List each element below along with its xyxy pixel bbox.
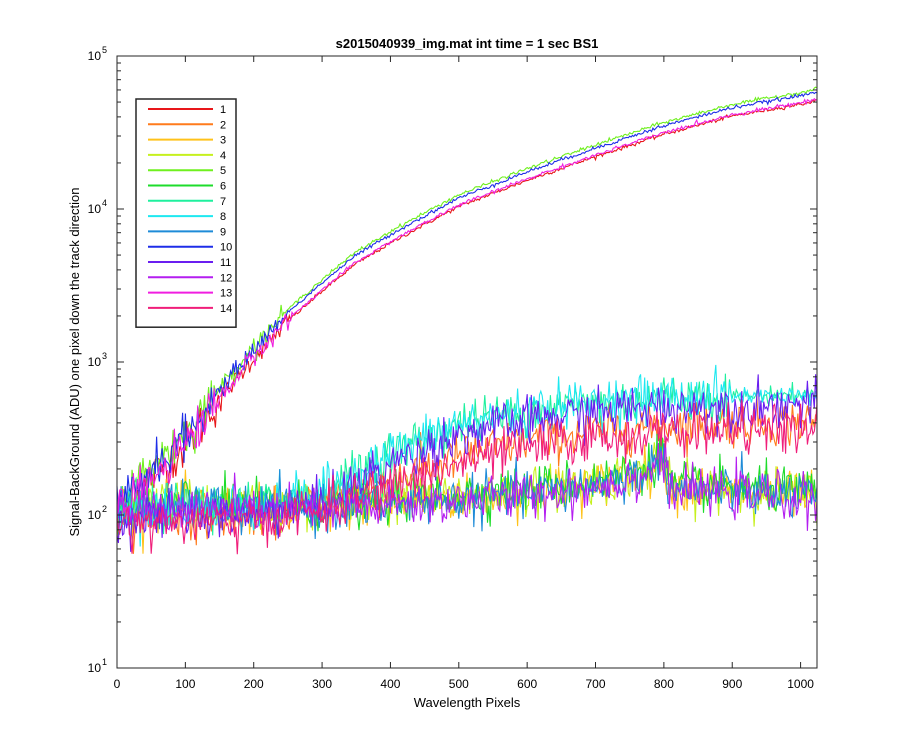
y-tick-exponent: 3 xyxy=(102,351,107,361)
y-tick-label: 10 xyxy=(88,202,102,216)
y-tick-label: 10 xyxy=(88,49,102,63)
x-tick-label: 500 xyxy=(449,677,469,691)
legend-label-13: 13 xyxy=(220,288,232,300)
legend-label-12: 12 xyxy=(220,272,232,284)
x-tick-label: 300 xyxy=(312,677,332,691)
y-tick-exponent: 2 xyxy=(102,504,107,514)
x-tick-label: 600 xyxy=(517,677,537,691)
chart-title: s2015040939_img.mat int time = 1 sec BS1 xyxy=(336,36,599,51)
x-tick-label: 400 xyxy=(380,677,400,691)
legend-label-3: 3 xyxy=(220,135,226,147)
series-layer xyxy=(116,86,818,555)
x-axis-label: Wavelength Pixels xyxy=(414,695,521,710)
series-line-13 xyxy=(116,97,818,524)
x-axis-ticks: 0 100 200 300 400 500 600 700 800 900 1000 xyxy=(114,56,814,691)
y-tick-label: 10 xyxy=(88,661,102,675)
x-tick-label: 200 xyxy=(244,677,264,691)
legend-label-8: 8 xyxy=(220,211,226,223)
series-line-10 xyxy=(116,91,818,511)
legend-label-11: 11 xyxy=(220,257,231,269)
legend-label-2: 2 xyxy=(220,119,226,131)
y-tick-exponent: 5 xyxy=(102,45,107,55)
legend-label-5: 5 xyxy=(220,165,226,177)
y-tick-exponent: 4 xyxy=(102,198,107,208)
y-tick-label: 10 xyxy=(88,508,102,522)
series-line-1 xyxy=(116,98,818,525)
x-tick-label: 0 xyxy=(114,677,121,691)
legend-label-7: 7 xyxy=(220,196,226,208)
series-line-12 xyxy=(116,435,818,534)
x-tick-label: 1000 xyxy=(787,677,814,691)
legend-label-1: 1 xyxy=(220,104,226,116)
x-tick-label: 900 xyxy=(722,677,742,691)
y-tick-exponent: 1 xyxy=(102,657,107,667)
series-line-14 xyxy=(116,400,818,555)
legend-label-4: 4 xyxy=(220,150,226,162)
series-line-3 xyxy=(116,426,818,554)
y-axis-label: Signal-BackGround (ADU) one pixel down t… xyxy=(67,187,82,536)
x-tick-label: 700 xyxy=(586,677,606,691)
y-tick-label: 10 xyxy=(88,355,102,369)
legend-label-6: 6 xyxy=(220,181,226,193)
legend-label-10: 10 xyxy=(220,242,232,254)
legend-label-9: 9 xyxy=(220,226,226,238)
x-tick-label: 800 xyxy=(654,677,674,691)
x-tick-label: 100 xyxy=(175,677,195,691)
legend-box xyxy=(135,98,237,328)
series-line-5 xyxy=(116,86,818,516)
legend-label-14: 14 xyxy=(220,303,232,315)
